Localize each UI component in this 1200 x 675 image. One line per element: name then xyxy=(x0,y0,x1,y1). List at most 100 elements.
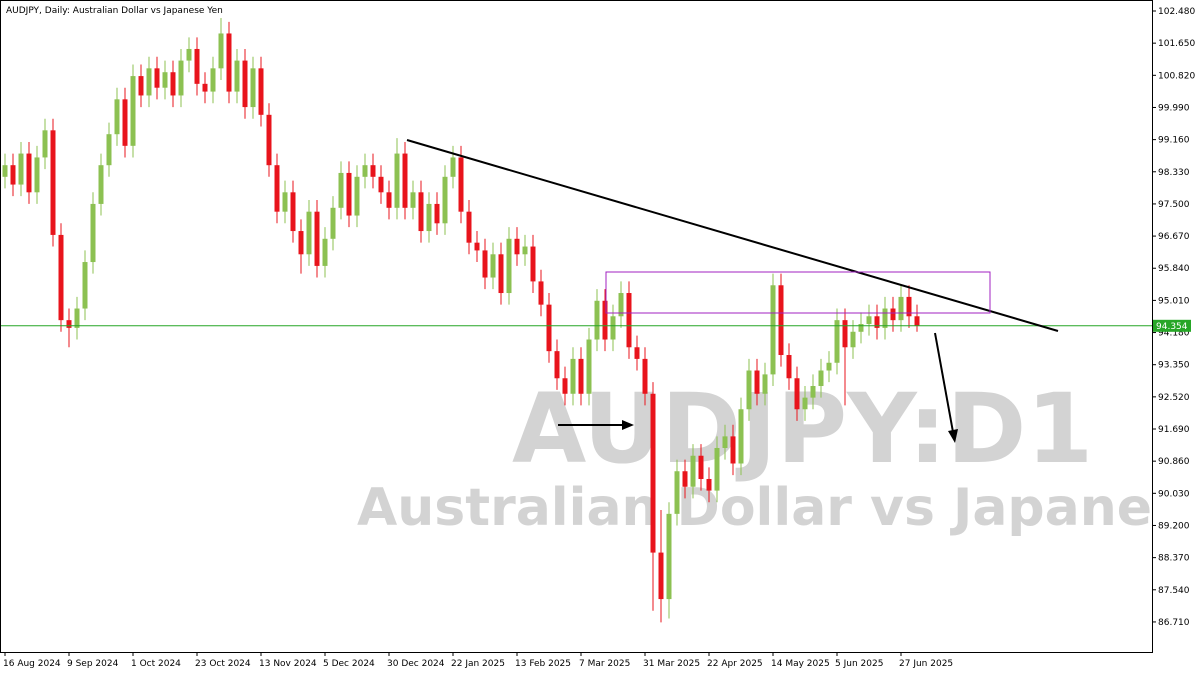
candle-body xyxy=(330,207,336,239)
candle-body xyxy=(594,300,600,340)
arrow-head xyxy=(948,429,958,443)
candle-body xyxy=(674,471,680,514)
candle-body xyxy=(642,358,648,394)
candle-body xyxy=(530,246,536,282)
candle-body xyxy=(202,83,208,92)
candle-body xyxy=(698,455,704,479)
plot-frame xyxy=(0,0,1153,653)
candle-body xyxy=(714,447,720,491)
last-price-label: 94.354 xyxy=(1156,322,1188,332)
y-tick-label: 95.010 xyxy=(1158,296,1190,306)
y-tick-label: 100.820 xyxy=(1158,71,1195,81)
x-tick-label: 27 Jun 2025 xyxy=(899,659,953,669)
candle-body xyxy=(386,192,392,208)
candle-body xyxy=(426,203,432,232)
y-tick-label: 89.200 xyxy=(1158,521,1190,531)
candle-body xyxy=(26,153,32,193)
candle-body xyxy=(2,165,8,177)
candle-body xyxy=(834,320,840,363)
candle-body xyxy=(178,60,184,96)
candle-body xyxy=(242,60,248,108)
candle-body xyxy=(306,211,312,255)
candle-body xyxy=(546,304,552,352)
arrow xyxy=(934,332,954,433)
candle-body xyxy=(106,134,112,166)
candle-body xyxy=(810,386,816,398)
y-tick-label: 99.990 xyxy=(1158,103,1190,113)
candle-body xyxy=(506,238,512,294)
x-tick-label: 5 Jun 2025 xyxy=(835,659,883,669)
y-tick-label: 87.540 xyxy=(1158,586,1190,596)
x-tick-label: 9 Sep 2024 xyxy=(67,659,119,669)
candle-body xyxy=(746,370,752,410)
candle-body xyxy=(434,203,440,224)
candle-body xyxy=(250,68,256,108)
candle-body xyxy=(186,48,192,61)
y-tick-label: 86.710 xyxy=(1158,618,1190,628)
candle-body xyxy=(570,358,576,394)
candle-body xyxy=(146,68,152,96)
candle-body xyxy=(90,203,96,263)
candle-body xyxy=(666,513,672,600)
candle-body xyxy=(322,238,328,266)
watermark-symbol: AUDJPY:D1 xyxy=(512,373,1093,485)
candle-body xyxy=(418,192,424,232)
candle-body xyxy=(34,157,40,193)
candle-body xyxy=(410,192,416,208)
y-tick-label: 95.840 xyxy=(1158,264,1190,274)
y-tick-label: 92.520 xyxy=(1158,393,1190,403)
candle-body xyxy=(906,296,912,317)
x-tick-label: 1 Oct 2024 xyxy=(131,659,181,669)
candle-body xyxy=(274,165,280,212)
candle-body xyxy=(338,172,344,208)
candle-body xyxy=(266,114,272,166)
candle-body xyxy=(210,68,216,92)
candle-body xyxy=(538,281,544,305)
candle-body xyxy=(898,296,904,321)
candle-body xyxy=(602,300,608,340)
candle-body xyxy=(626,293,632,348)
candle-body xyxy=(474,242,480,251)
candle-body xyxy=(578,358,584,394)
x-tick-label: 23 Oct 2024 xyxy=(195,659,251,669)
candle-body xyxy=(258,68,264,115)
candle-body xyxy=(402,153,408,208)
y-tick-label: 91.690 xyxy=(1158,425,1190,435)
x-tick-label: 30 Dec 2024 xyxy=(387,659,445,669)
candle-body xyxy=(722,436,728,448)
candle-body xyxy=(226,33,232,92)
candle-body xyxy=(466,211,472,243)
candle-body xyxy=(378,176,384,193)
candle-body xyxy=(282,192,288,212)
candle-body xyxy=(122,99,128,146)
candle-body xyxy=(498,254,504,294)
watermark-name: Australian Dollar vs Japanese Yen xyxy=(357,478,1200,538)
candle-body xyxy=(162,72,168,88)
x-tick-label: 14 May 2025 xyxy=(771,659,830,669)
candle-body xyxy=(794,378,800,410)
candle-body xyxy=(658,552,664,600)
range-box xyxy=(605,271,991,314)
candle-body xyxy=(370,165,376,177)
arrow-head xyxy=(622,420,634,430)
candle-body xyxy=(514,238,520,255)
candle-body xyxy=(882,308,888,328)
candle-body xyxy=(802,397,808,410)
candle-body xyxy=(138,76,144,96)
candle-body xyxy=(738,409,744,464)
x-tick-label: 7 Mar 2025 xyxy=(579,659,630,669)
last-price-box xyxy=(1153,319,1191,332)
candle-body xyxy=(914,316,920,326)
candle-body xyxy=(98,165,104,204)
candle-body xyxy=(218,33,224,69)
candle-body xyxy=(18,153,24,185)
candle-body xyxy=(874,316,880,328)
y-tick-label: 98.330 xyxy=(1158,168,1190,178)
y-tick-label: 101.650 xyxy=(1158,39,1195,49)
candle-body xyxy=(394,153,400,208)
candle-body xyxy=(730,436,736,464)
candle-body xyxy=(290,192,296,232)
candle-body xyxy=(314,211,320,266)
candle-body xyxy=(826,362,832,371)
